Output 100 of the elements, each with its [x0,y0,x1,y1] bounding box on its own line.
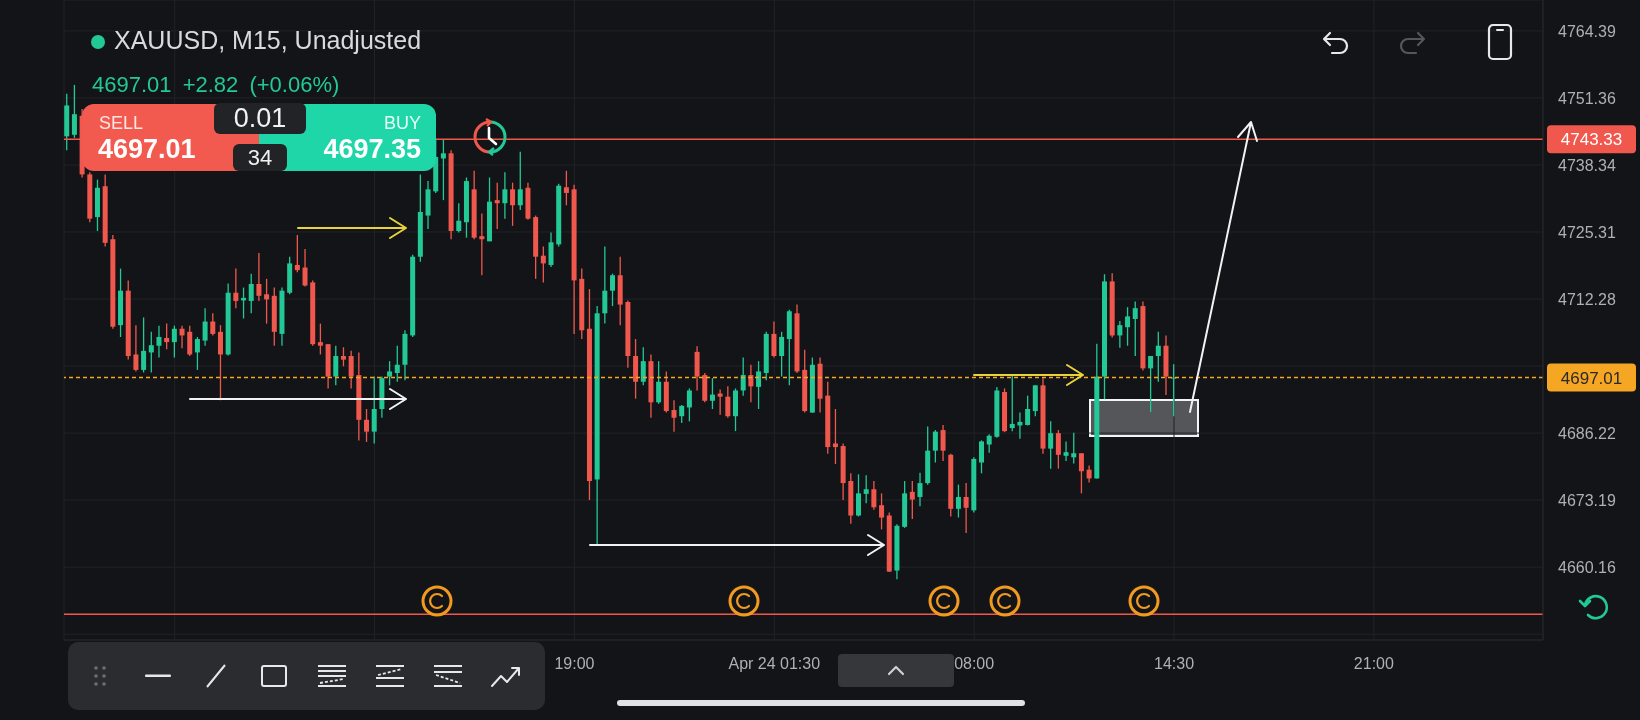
candlestick [156,325,162,359]
candlestick [602,245,608,325]
candlestick [1063,440,1069,462]
candlestick [394,345,400,383]
x-tick-label: 14:30 [1154,655,1195,673]
candlestick [725,385,731,419]
candlestick [264,278,270,325]
candlestick [709,377,715,410]
ref-line-label: 4743.33 [1560,130,1623,150]
y-tick-label: 4725.31 [1558,223,1616,241]
annotation: 34 [233,144,287,171]
candlestick [832,408,838,465]
candlestick [909,480,915,520]
y-tick-label: 4738.34 [1558,156,1616,174]
candlestick [364,408,370,443]
annotation: SELL [99,113,144,134]
candlestick [1148,355,1154,413]
candlestick [679,404,685,424]
candlestick [187,325,193,357]
annotation: BUY [383,113,421,134]
candlestick [779,331,785,378]
annotation: 4697.35 [323,134,421,165]
candlestick [164,322,170,350]
y-tick-label: 4751.36 [1558,89,1616,107]
candlestick [671,399,677,433]
candlestick [563,170,569,206]
candlestick [686,387,692,422]
candlestick [717,388,723,416]
candlestick [1155,331,1161,383]
candlestick [540,245,546,284]
candlestick [1125,306,1131,347]
y-tick-label: 4660.16 [1558,558,1616,576]
candlestick [548,231,554,268]
x-tick-label: 21:00 [1353,655,1394,673]
candlestick [871,480,877,511]
candlestick [510,181,516,227]
candlestick [771,320,777,359]
candlestick [1055,429,1061,470]
candlestick [456,202,462,234]
candlestick [210,312,216,337]
candlestick [348,350,354,390]
candlestick [863,474,869,504]
y-tick-label: 4673.19 [1558,491,1616,509]
candlestick [179,325,185,349]
candlestick [1132,300,1138,357]
candlestick [1171,363,1177,417]
candlestick [371,375,377,445]
candlestick [248,273,254,314]
y-tick-label: 4686.22 [1558,424,1616,442]
candlestick [963,482,969,534]
candlestick [141,316,147,374]
annotation: 4697.01 [98,134,196,165]
text: XAUUSD, M15, Unadjusted [114,26,422,55]
x-tick-label: 19:00 [554,655,595,673]
candlestick [986,433,992,454]
candlestick [494,181,500,230]
candlestick [1071,432,1077,465]
candlestick [610,273,616,307]
ref-line-label: 4697.01 [1560,368,1623,388]
candlestick [340,346,346,367]
candlestick [856,473,861,518]
candlestick [333,345,339,386]
y-tick-label: 4712.28 [1558,290,1616,308]
candlestick [440,139,446,201]
candlestick [979,439,984,474]
x-tick-label: Apr 24 01:30 [728,655,821,673]
x-tick-label: 08:00 [954,655,995,673]
y-tick-label: 4764.39 [1558,22,1616,40]
text: 4697.01 +2.82 (+0.06%) [92,72,340,98]
candlestick [202,307,208,347]
candlestick [302,248,308,288]
candlestick [479,212,485,276]
candlestick [317,322,323,356]
candlestick [756,360,762,410]
annotation: 0.01 [214,103,306,134]
candlestick [233,267,239,309]
candlestick [932,429,938,464]
candlestick [940,424,946,462]
candlestick [502,171,508,220]
candlestick [217,324,223,401]
candlestick [955,483,961,519]
candlestick [148,331,154,374]
candlestick [171,325,177,359]
candlestick [387,360,393,386]
candlestick [194,336,200,371]
candlestick [71,84,77,139]
candlestick [656,360,662,405]
candlestick [1117,320,1123,349]
candlestick [1025,394,1031,427]
candlestick [1009,375,1015,432]
candlestick [740,356,746,397]
candlestick [1078,452,1084,495]
candlestick [640,346,646,386]
candlestick [133,324,139,373]
candlestick [879,492,885,531]
candlestick [1048,420,1054,470]
candlestick [517,151,523,211]
candlestick [256,252,262,302]
candlestick [294,234,300,273]
candlestick [917,472,923,507]
